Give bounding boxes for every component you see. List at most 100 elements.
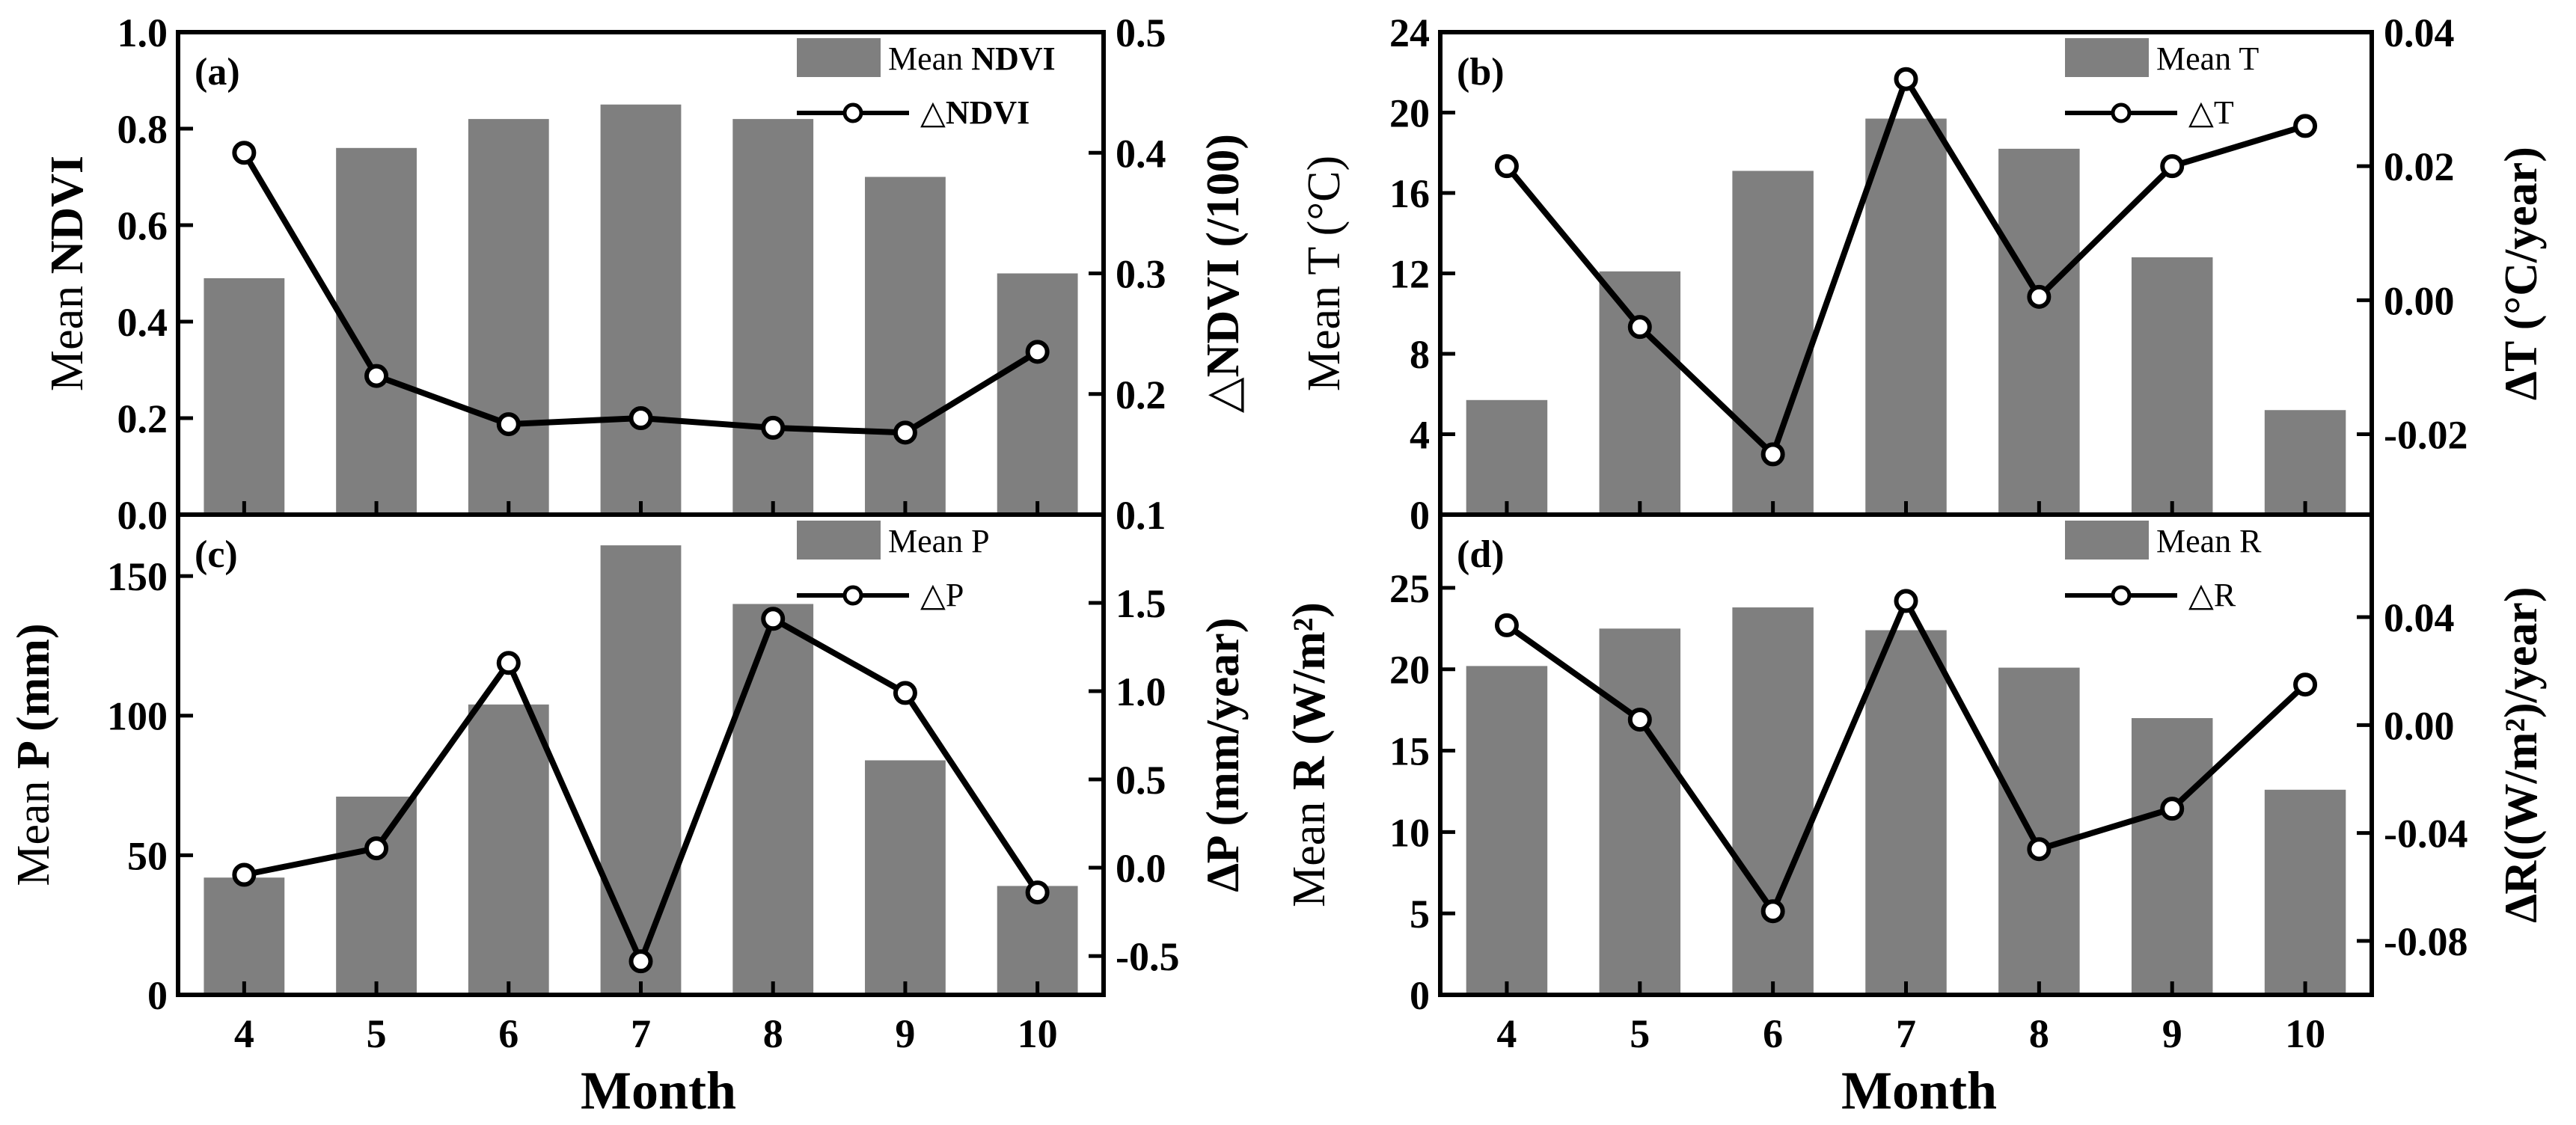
bar-7 [600,545,682,995]
y-tick-label: 0 [1410,493,1430,538]
y-tick-label: 0.2 [117,396,168,441]
delta-point-10 [1025,340,1050,364]
legend-line-label: △T [2188,94,2234,131]
y-tick-label: 150 [107,554,168,599]
y-right-tick-label: 0.00 [2384,278,2455,323]
y-right-tick-label: 0.1 [1116,493,1166,538]
y-tick-label: 20 [1389,648,1430,693]
delta-point-7 [628,406,653,430]
x-tick-label: 5 [367,1011,387,1056]
delta-point-6 [1760,442,1785,467]
bar-10 [2264,789,2346,995]
panel-label: (d) [1457,533,1505,576]
legend-bar-swatch [2065,521,2149,560]
y-right-tick-label: 0.2 [1116,373,1166,417]
delta-point-8 [2027,837,2052,862]
panel-label: (c) [195,533,238,576]
y-right-tick-label: -0.5 [1116,934,1179,979]
x-axis-title-right: Month [1841,1061,1997,1121]
y-tick-label: 8 [1410,332,1430,377]
panel-a: 0.0 0.2 0.4 0.6 0.8 1.0 0.1 0.2 0.3 0.4 0.5 (a) Mean… [42,10,1249,538]
delta-point-4 [1494,154,1519,179]
bar-10 [2264,410,2346,515]
y-tick-label: 0.4 [117,300,168,345]
delta-point-4 [232,862,257,887]
y-right-tick-label: 0.0 [1116,846,1166,891]
legend-line-label: △NDVI [920,94,1030,131]
legend-bar-swatch [797,521,881,560]
x-tick-label: 9 [895,1011,915,1056]
bar-10 [997,273,1078,515]
x-tick-label: 6 [1763,1011,1783,1056]
delta-point-9 [2160,154,2185,179]
bar-6 [1732,607,1814,995]
y-tick-label: 12 [1389,252,1430,297]
legend-bar-label: Mean P [888,523,990,560]
legend-line-label: △P [920,577,964,613]
y-tick-label: 4 [1410,413,1430,458]
bar-6 [468,119,549,515]
bar-4 [204,278,285,515]
bar-7 [1865,630,1947,995]
bar-5 [1599,628,1681,995]
bar-7 [1865,118,1947,515]
delta-point-10 [1025,880,1050,905]
delta-point-6 [496,651,521,675]
bar-6 [468,704,549,995]
legend-line-marker [842,585,863,606]
delta-point-6 [1760,899,1785,924]
x-tick-label: 5 [1630,1011,1650,1056]
delta-point-9 [893,681,917,705]
x-tick-label: 7 [1896,1011,1916,1056]
legend-bar-swatch [2065,38,2149,77]
legend-line-marker [842,102,863,123]
delta-point-7 [1894,589,1918,613]
legend-bar-label: Mean R [2156,523,2262,560]
x-tick-label: 10 [2285,1011,2325,1056]
y-right-tick-label: 1.0 [1116,669,1166,714]
bar-9 [865,760,946,995]
bar-5 [1599,271,1681,515]
y-tick-label: 15 [1389,729,1430,774]
y-axis-label: Mean R (W/m²) [1284,602,1335,907]
delta-point-7 [1894,67,1918,91]
y-right-axis-label: ∆R((W/m²)/year) [2496,586,2547,922]
delta-point-7 [628,949,653,974]
y-right-tick-label: -0.08 [2384,919,2468,964]
y-right-tick-label: -0.02 [2384,413,2468,458]
y-tick-label: 0 [147,973,168,1018]
y-right-tick-label: 0.00 [2384,703,2455,748]
y-tick-label: 25 [1389,566,1430,611]
y-right-axis-label: ∆T (°C/year) [2496,147,2547,400]
panel-label: (b) [1457,51,1505,94]
y-right-tick-label: 0.04 [2384,595,2455,640]
y-tick-label: 100 [107,694,168,739]
bar-5 [336,796,417,995]
delta-point-10 [2293,114,2318,138]
delta-point-8 [2027,284,2052,309]
y-tick-label: 10 [1389,810,1430,855]
y-tick-label: 1.0 [117,10,168,55]
x-tick-label: 9 [2162,1011,2182,1056]
bar-9 [865,177,946,515]
y-axis-label: Mean NDVI [42,156,93,391]
y-right-tick-label: 0.5 [1116,10,1166,55]
bar-8 [1998,148,2080,515]
y-right-tick-label: 0.02 [2384,144,2455,189]
y-tick-label: 24 [1389,10,1430,55]
delta-point-5 [364,364,389,388]
delta-point-4 [232,141,257,165]
y-right-axis-label: ∆P (mm/year) [1198,618,1249,892]
y-tick-label: 0 [1410,973,1430,1018]
y-tick-label: 0.6 [117,203,168,248]
x-tick-label: 7 [631,1011,651,1056]
x-tick-label: 8 [763,1011,783,1056]
y-tick-label: 5 [1410,892,1430,937]
y-right-tick-label: 0.4 [1116,131,1166,176]
bar-4 [204,877,285,995]
y-right-tick-label: 0.5 [1116,758,1166,803]
panel-d: 0 5 10 15 20 25 -0.08 -0.04 0.00 0.04 4 5 6 7 8 9 10 (d) M… [1284,512,2547,1056]
x-tick-label: 4 [234,1011,254,1056]
bar-4 [1466,399,1548,515]
